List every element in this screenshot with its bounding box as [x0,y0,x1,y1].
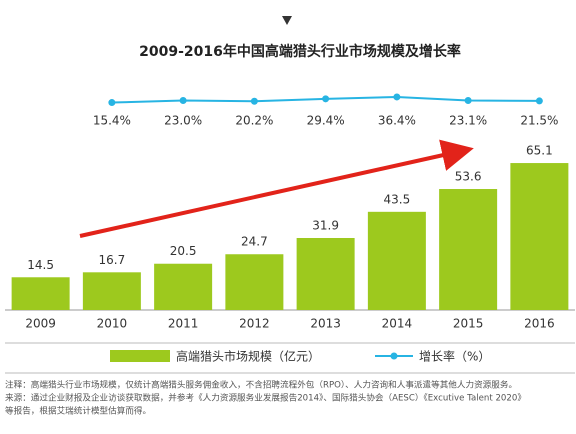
growth-point [535,97,543,105]
growth-label: 29.4% [307,114,345,128]
x-tick-label: 2013 [310,317,341,331]
growth-point [393,93,401,101]
bar [510,163,569,310]
growth-point [322,95,330,103]
bar [82,272,141,310]
growth-point [108,99,116,107]
trend-arrow [79,139,474,238]
bar [11,277,70,310]
x-tick-label: 2011 [168,317,199,331]
bar [296,237,355,310]
x-tick-label: 2015 [453,317,484,331]
note: 注释：高端猎头行业市场规模，仅统计高端猎头服务佣金收入，不含招聘流程外包（RPO… [5,379,517,391]
growth-point [179,97,187,105]
growth-point [250,97,258,105]
bar-value-label: 43.5 [384,192,411,206]
growth-label: 23.0% [164,114,202,128]
bar-value-label: 24.7 [241,235,268,249]
x-tick-label: 2010 [97,317,128,331]
bar-value-label: 20.5 [170,244,197,258]
x-tick-label: 2016 [524,317,555,331]
chart-title: 2009-2016年中国高端猎头行业市场规模及增长率 [139,43,461,60]
legend-swatch [390,352,398,360]
bar-value-label: 14.5 [27,258,54,272]
legend-label: 高端猎头市场规模（亿元） [176,349,320,364]
x-tick-label: 2009 [25,317,56,331]
bar-value-label: 65.1 [526,144,553,158]
bar [439,189,498,310]
bar-value-label: 53.6 [455,170,482,184]
legend-label: 增长率（%） [419,349,490,364]
note: 来源：通过企业财报及企业访谈获取数据，并参考《人力资源服务业发展报告2014》、… [5,392,526,404]
bar-value-label: 16.7 [99,253,126,267]
growth-label: 20.2% [235,114,273,128]
bar [154,263,213,310]
growth-label: 15.4% [93,114,131,128]
x-tick-label: 2014 [382,317,413,331]
growth-label: 23.1% [449,114,487,128]
note: 等报告，根据艾瑞统计模型估算而得。 [5,405,151,417]
marker-triangle [282,16,292,25]
growth-label: 36.4% [378,114,416,128]
bar [367,211,426,310]
x-tick-label: 2012 [239,317,270,331]
bar [225,254,284,310]
growth-point [464,97,472,105]
legend-swatch [110,350,170,362]
bar-value-label: 31.9 [312,218,339,232]
growth-label: 21.5% [520,114,558,128]
